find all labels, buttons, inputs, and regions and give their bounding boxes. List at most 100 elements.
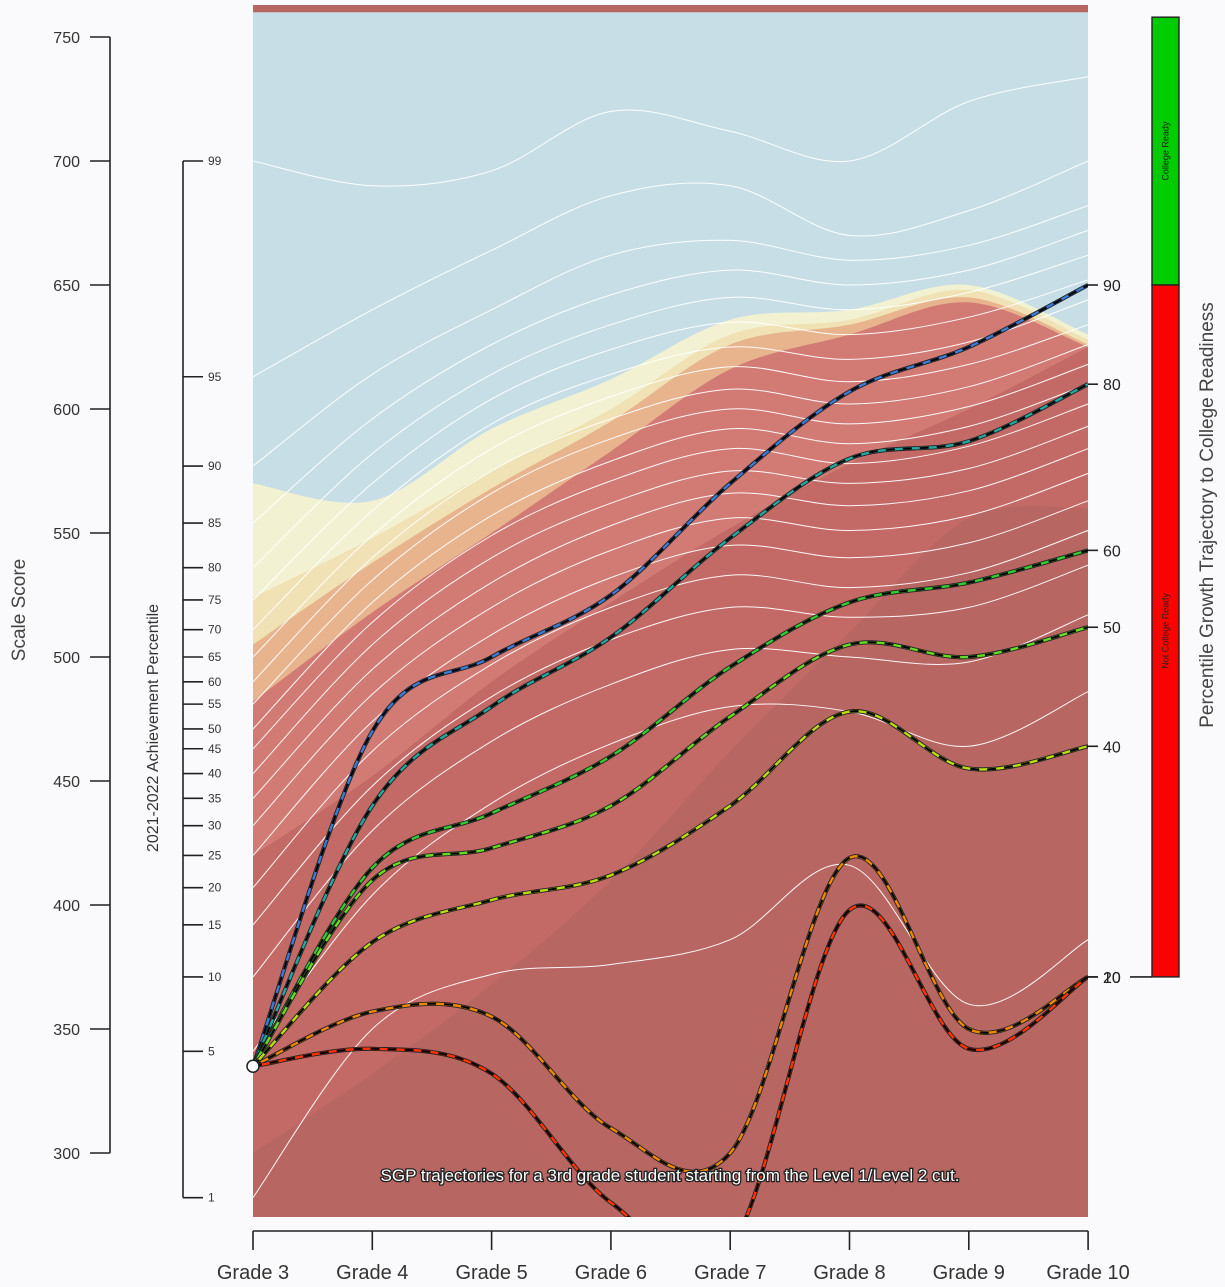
readiness-segment-label: Not College Ready [1161, 593, 1171, 669]
percentile-fan-line [253, 425, 1088, 774]
percentile-tick-label: 80 [208, 561, 222, 575]
percentile-tick-label: 30 [208, 819, 222, 833]
trajectory-dash [253, 383, 1088, 1067]
trajectory-40 [253, 709, 1088, 1068]
percentile-fan-line [253, 160, 1088, 378]
grade-tick-label: Grade 10 [1046, 1262, 1129, 1284]
percentile-tick-label: 45 [208, 742, 222, 756]
percentile-fan-line [253, 229, 1088, 524]
trajectory-50 [253, 625, 1088, 1068]
trajectory-dash [253, 855, 1088, 1173]
percentile-fan-line [253, 473, 1088, 826]
scale-tick-label: 300 [53, 1146, 80, 1163]
growth-tick-label: 10 [1103, 970, 1121, 987]
percentile-fan-lines [253, 76, 1088, 1198]
growth-tick-label: 60 [1103, 543, 1121, 560]
grade-axis: Grade 3 Grade 4 Grade 5 Grade 6 Grade 7 Grade… [217, 1230, 1130, 1284]
grade-tick-label: Grade 9 [933, 1262, 1005, 1284]
percentile-tick-label: 20 [208, 881, 222, 895]
growth-trajectory-title: Percentile Growth Trajectory to College … [1197, 302, 1218, 728]
readiness-segment-label: College Ready [1161, 121, 1171, 181]
scale-score-title: Scale Score [9, 559, 30, 661]
percentile-tick-label: 10 [208, 970, 222, 984]
trajectory-60 [253, 548, 1088, 1068]
percentile-fan-line [253, 324, 1088, 658]
percentile-fan-line [253, 383, 1088, 730]
percentile-fan-line [253, 363, 1088, 705]
level-band [253, 506, 1088, 1217]
plot-area [253, 5, 1088, 1217]
percentile-tick-label: 25 [208, 848, 222, 862]
performance-level-bands [253, 12, 1088, 1217]
scale-tick-label: 550 [53, 526, 80, 543]
percentile-tick-label: 75 [208, 593, 222, 607]
trajectory-dash [253, 549, 1088, 1067]
achievement-percentile-title: 2021-2022 Achievement Percentile [145, 604, 162, 852]
percentile-tick-label: 35 [208, 791, 222, 805]
growth-tick-label: 90 [1103, 278, 1121, 295]
percentile-fan-line [253, 299, 1088, 631]
scale-tick-label: 700 [53, 154, 80, 171]
percentile-tick-label: 40 [208, 767, 222, 781]
grade-tick-label: Grade 8 [813, 1262, 885, 1284]
scale-tick-label: 750 [53, 30, 80, 47]
scale-tick-label: 400 [53, 898, 80, 915]
trajectory-dash [253, 710, 1088, 1067]
college-readiness-bar: College Ready Not College Ready [1130, 16, 1180, 978]
percentile-fan-line [253, 344, 1088, 683]
percentile-tick-label: 55 [208, 697, 222, 711]
sgp-trajectories [253, 283, 1088, 1217]
percentile-fan-line [253, 564, 1088, 926]
scale-tick-label: 650 [53, 278, 80, 295]
grade-tick-label: Grade 7 [694, 1262, 766, 1284]
readiness-segment [1151, 284, 1180, 978]
percentile-tick-label: 65 [208, 650, 222, 664]
percentile-fan-line [253, 403, 1088, 750]
percentile-tick-label: 85 [208, 516, 222, 530]
percentile-fan-line [253, 448, 1088, 799]
trajectory-90 [253, 283, 1088, 1067]
growth-tick-label: 80 [1103, 377, 1121, 394]
grade-tick-label: Grade 4 [336, 1262, 408, 1284]
start-point [246, 1059, 260, 1073]
scale-score-axis: 300 350 400 450 500 550 600 650 700 750 [53, 30, 111, 1163]
percentile-tick-label: 90 [208, 459, 222, 473]
scale-tick-label: 350 [53, 1022, 80, 1039]
growth-tick-label: 20 [1103, 970, 1121, 987]
percentile-fan-line [253, 614, 1088, 978]
readiness-segment [1151, 16, 1180, 286]
percentile-tick-label: 1 [208, 1191, 215, 1205]
trajectory-dash [253, 284, 1088, 1067]
grade-tick-label: Grade 3 [217, 1262, 289, 1284]
trajectory-80 [253, 382, 1088, 1068]
growth-tick-label: 40 [1103, 739, 1121, 756]
scale-tick-label: 600 [53, 402, 80, 419]
percentile-tick-label: 50 [208, 722, 222, 736]
trajectory-dash [253, 626, 1088, 1067]
chart-caption: SGP trajectories for a 3rd grade student… [381, 1166, 960, 1185]
trajectory-dash [253, 904, 1088, 1217]
percentile-fan-line [253, 863, 1088, 1198]
percentile-fan-line [253, 254, 1088, 569]
grade-tick-label: Grade 5 [455, 1262, 527, 1284]
trajectory-10 [253, 903, 1088, 1217]
start-point-marker [246, 1059, 260, 1073]
percentile-tick-label: 5 [208, 1044, 215, 1058]
percentile-tick-label: 70 [208, 623, 222, 637]
percentile-tick-label: 60 [208, 675, 222, 689]
trajectory-20 [253, 854, 1088, 1174]
achievement-percentile-axis: 99 95 90 85 80 75 70 65 60 55 50 45 40 35 30 25 20 15 10 5 1 [182, 154, 222, 1205]
scale-tick-label: 450 [53, 774, 80, 791]
percentile-fan-line [253, 205, 1088, 467]
percentile-fan-line [253, 530, 1088, 888]
percentile-tick-label: 95 [208, 370, 222, 384]
percentile-tick-label: 99 [208, 154, 222, 168]
percentile-fan-line [253, 76, 1088, 187]
percentile-tick-label: 15 [208, 918, 222, 932]
scale-tick-label: 500 [53, 650, 80, 667]
grade-tick-label: Grade 6 [575, 1262, 647, 1284]
percentile-fan-line [253, 279, 1088, 601]
growth-tick-label: 50 [1103, 620, 1121, 637]
